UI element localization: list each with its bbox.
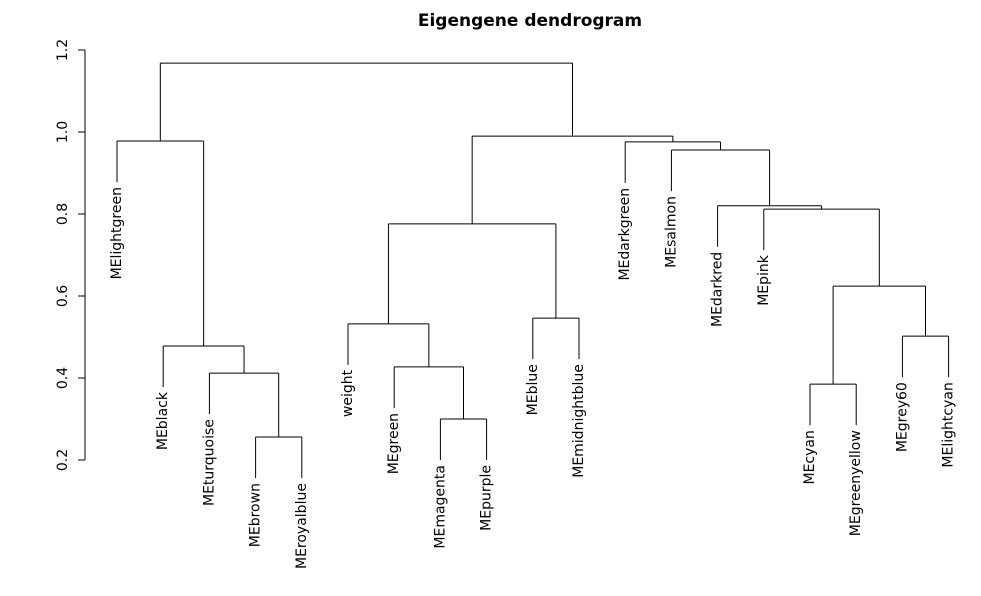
leaf-label: MEsalmon <box>663 196 679 268</box>
y-tick-label: 1.0 <box>55 121 71 143</box>
y-tick-label: 1.2 <box>55 39 71 61</box>
leaf-label: MEdarkgreen <box>617 188 633 281</box>
leaf-label: MEbrown <box>248 483 264 547</box>
leaf-label: MEdarkred <box>710 252 726 327</box>
leaf-label: MEturquoise <box>201 419 217 506</box>
leaf-label: MEpink <box>756 254 772 306</box>
leaf-label: MEgreen <box>386 413 402 474</box>
y-tick-label: 0.2 <box>55 449 71 471</box>
leaf-label: MEgrey60 <box>894 382 910 452</box>
leaf-label: MEmagenta <box>432 465 448 549</box>
leaf-label: MEpurple <box>479 465 495 531</box>
leaf-label: MEmidnightblue <box>571 364 587 478</box>
y-tick-label: 0.6 <box>55 285 71 307</box>
leaf-label: MEblack <box>155 391 171 450</box>
leaf-label: MEroyalblue <box>294 483 310 569</box>
leaf-label: MEgreenyellow <box>848 430 864 536</box>
leaf-label: MElightcyan <box>941 382 957 467</box>
leaf-label: weight <box>340 369 356 417</box>
y-tick-label: 0.4 <box>55 367 71 389</box>
leaf-label: MElightgreen <box>109 187 125 279</box>
chart-title: Eigengene dendrogram <box>418 11 642 31</box>
leaf-label: MEblue <box>525 364 541 415</box>
y-tick-label: 0.8 <box>55 203 71 225</box>
leaf-label: MEcyan <box>802 430 818 484</box>
